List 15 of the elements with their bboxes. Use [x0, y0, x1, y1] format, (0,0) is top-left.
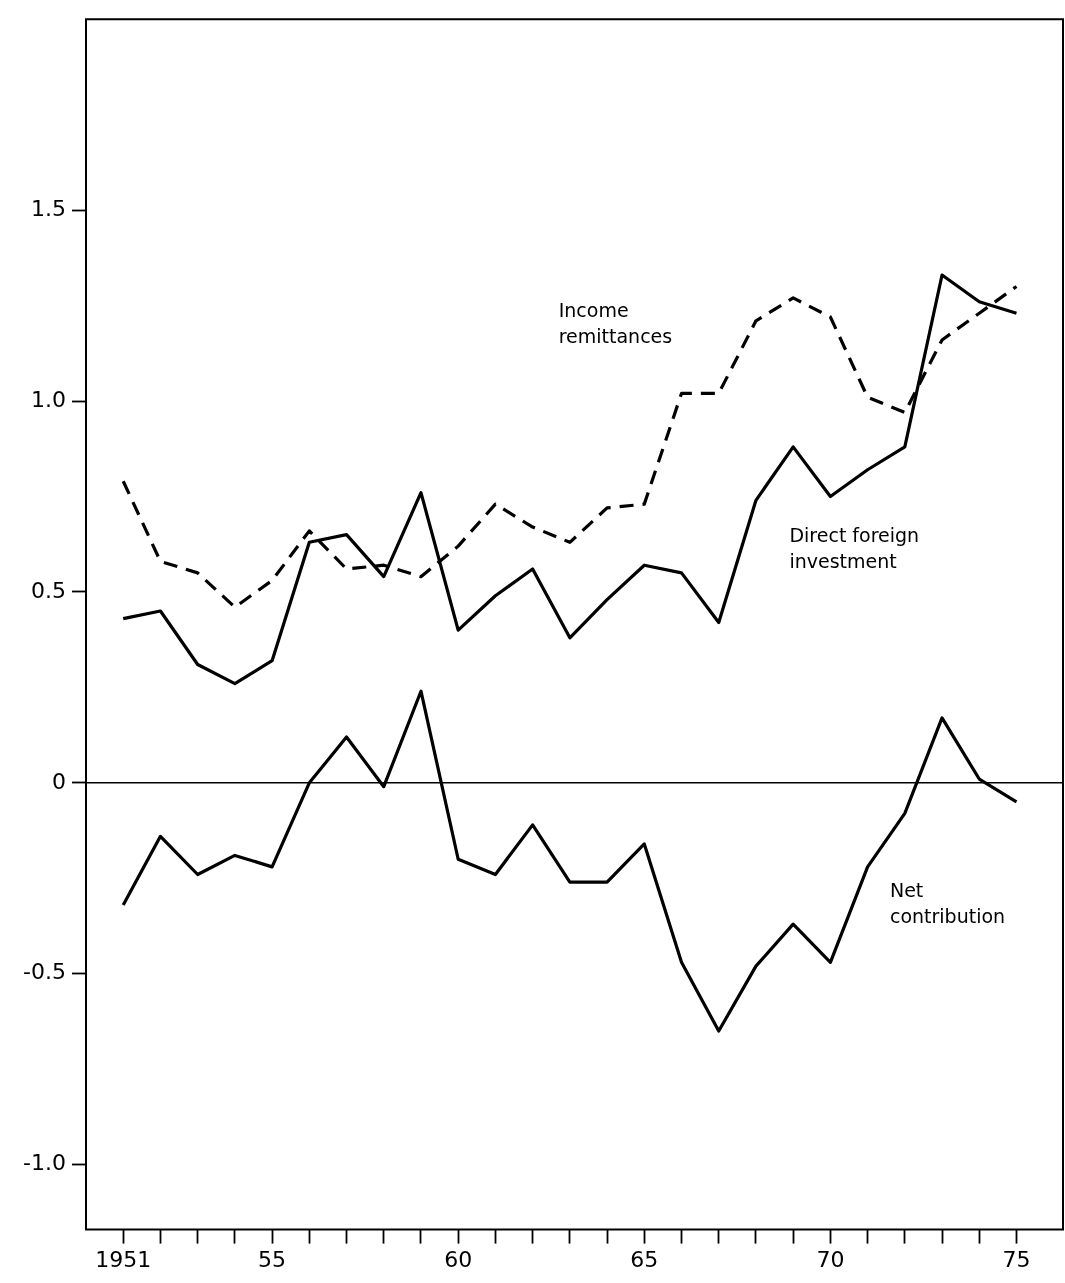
x-tick-label: 60: [444, 1246, 473, 1272]
y-tick-label: 1.0: [31, 386, 66, 412]
x-tick-label: 70: [816, 1246, 845, 1272]
y-tick-label: 1.5: [31, 195, 66, 221]
series-label: Net contribution: [889, 879, 1006, 928]
x-tick-label: 1951: [95, 1246, 152, 1272]
text: Income remittances: [558, 299, 673, 348]
y-tick-label: 0.5: [31, 577, 66, 603]
y-tick-label: -1.0: [23, 1150, 66, 1176]
y-tick-label: -0.5: [23, 959, 66, 985]
text: Direct foreign investment: [789, 524, 920, 573]
y-tick-label: 0: [52, 768, 66, 794]
x-tick-label: 65: [630, 1246, 659, 1272]
x-tick-label: 55: [258, 1246, 287, 1272]
x-tick-label: 75: [1002, 1246, 1031, 1272]
